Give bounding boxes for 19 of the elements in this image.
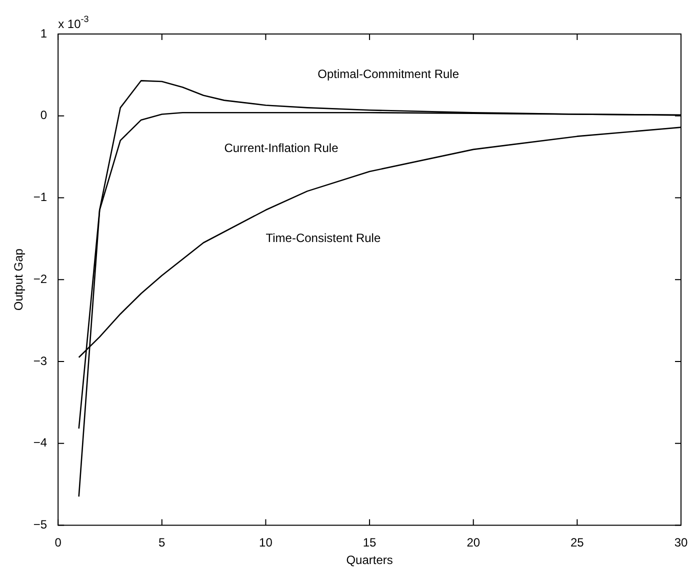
y-tick-label: −2	[33, 272, 48, 286]
y-tick-label: −4	[33, 436, 48, 450]
y-tick-label: −3	[33, 354, 48, 368]
x-tick-label: 0	[54, 536, 62, 550]
x-tick-label: 5	[158, 536, 166, 550]
series-label: Time-Consistent Rule	[266, 230, 381, 245]
y-tick-label: −1	[33, 190, 48, 204]
text: Current-Inflation Rule	[224, 140, 339, 155]
x-axis-title: Quarters	[346, 553, 393, 568]
x-tick-label: 20	[466, 536, 480, 550]
y-axis-title: Output Gap	[12, 248, 26, 311]
text: Optimal-Commitment Rule	[318, 67, 460, 82]
x-tick-label: 30	[674, 536, 688, 550]
x-tick-label: 15	[362, 536, 377, 550]
y-tick-label: −5	[33, 518, 48, 532]
y-tick-label: 0	[40, 108, 48, 122]
y-tick-label: 1	[40, 26, 48, 40]
x-tick-label: 10	[259, 536, 273, 550]
x-tick-label: 25	[570, 536, 584, 550]
